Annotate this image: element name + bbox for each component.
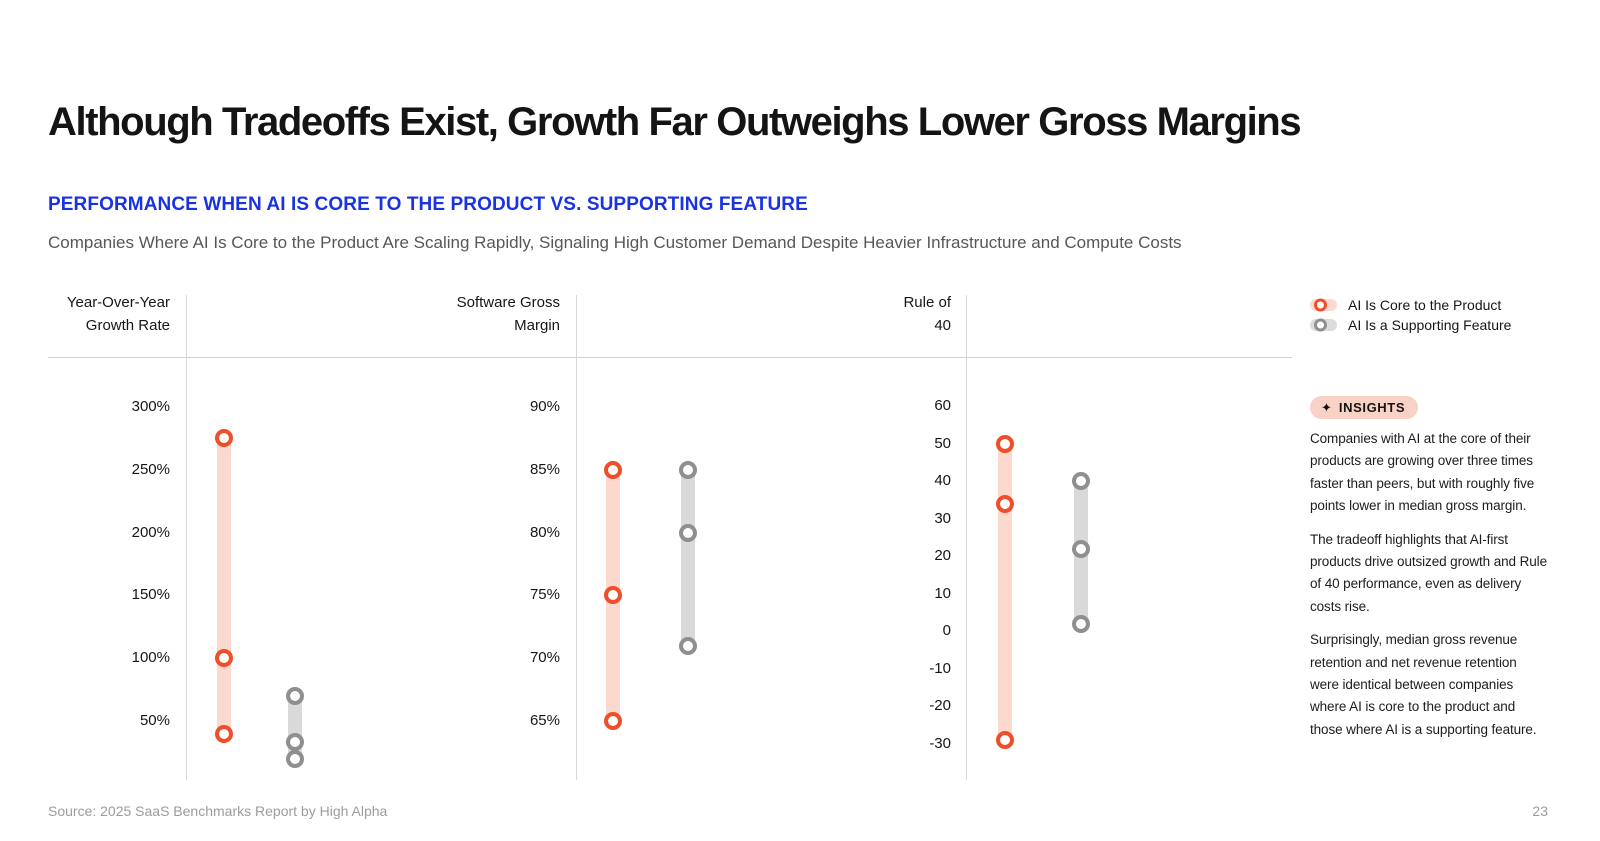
panel-axis-line [576,295,577,780]
data-point-core [215,649,233,668]
data-point-core [996,731,1014,750]
legend-label-supporting: AI Is a Supporting Feature [1348,317,1512,333]
insights-badge-label: INSIGHTS [1338,400,1406,415]
supporting-series-marker [1310,318,1337,332]
panel-title: Software Gross [456,294,560,311]
data-point-supporting [1072,472,1090,491]
axis-tick-label: 70% [529,649,560,667]
data-point-supporting [679,523,697,542]
source-note: Source: 2025 SaaS Benchmarks Report by H… [48,803,388,819]
data-point-supporting [679,636,697,655]
insight-paragraph: Surprisingly, median gross revenue reten… [1310,632,1537,737]
data-point-supporting [679,460,697,479]
panel-axis-line [966,295,967,780]
range-bar-core [217,438,231,734]
insight-paragraph: Companies with AI at the core of their p… [1310,431,1535,514]
data-point-core [604,712,622,730]
panel-title: Growth Rate [85,317,170,334]
axis-tick-label: 200% [131,523,170,541]
axis-tick-label: 40 [934,472,951,490]
legend-label-core: AI Is Core to the Product [1348,297,1502,313]
data-point-supporting [1072,539,1090,558]
page-title: Although Tradeoffs Exist, Growth Far Out… [48,100,1302,144]
axis-tick-label: 75% [529,586,560,604]
axis-tick-label: 100% [131,649,170,667]
axis-tick-label: 80% [529,523,560,541]
data-point-core [996,494,1014,513]
axis-tick-label: 0 [942,622,951,640]
axis-tick-label: -20 [929,697,951,715]
ring-icon [1314,318,1327,332]
chart-description: Companies Where AI Is Core to the Produc… [48,233,1182,252]
panel-title: Year-Over-Year [66,294,170,311]
data-point-supporting [286,686,304,705]
range-bar-core [998,443,1012,741]
axis-tick-label: 50% [139,712,170,729]
data-point-core [604,460,622,479]
page-number: 23 [1532,803,1548,819]
axis-tick-label: 250% [131,460,170,478]
axis-tick-label: 300% [131,398,170,415]
legend-item-supporting: AI Is a Supporting Feature [1310,317,1511,333]
insights-badge: ✦ INSIGHTS [1310,396,1419,419]
axis-tick-label: 150% [131,586,170,604]
axis-tick-label: 65% [529,712,560,729]
data-point-supporting [286,749,304,768]
axis-tick-label: 10 [934,584,951,602]
section-heading: PERFORMANCE WHEN AI IS CORE TO THE PRODU… [48,194,808,215]
range-bar-supporting [681,469,695,646]
axis-tick-label: 90% [529,398,560,415]
insights-panel: ✦ INSIGHTS Companies with AI at the core… [1310,396,1548,752]
axis-tick-label: 30 [934,509,951,527]
insight-paragraph: The tradeoff highlights that AI-first pr… [1310,531,1547,614]
data-point-supporting [1072,614,1090,633]
axis-tick-label: 60 [934,397,951,414]
axis-tick-label: 20 [934,547,951,565]
data-point-supporting [286,733,304,752]
data-point-core [215,724,233,743]
panel-title: Rule of [903,294,951,311]
axis-tick-label: 50 [934,434,951,452]
panel-title: 40 [934,317,951,334]
axis-tick-label: -30 [929,735,951,752]
data-point-core [215,429,233,448]
chart-header-divider [48,357,1292,358]
data-point-core [996,434,1014,453]
data-point-core [604,586,622,605]
ring-icon [1314,298,1327,312]
axis-tick-label: -10 [929,659,951,677]
axis-tick-label: 85% [529,460,560,478]
panel-axis-line [186,295,187,780]
core-series-marker [1310,298,1337,312]
sparkle-icon: ✦ [1321,400,1332,415]
panel-title: Margin [514,317,560,334]
legend-item-core: AI Is Core to the Product [1310,297,1501,313]
